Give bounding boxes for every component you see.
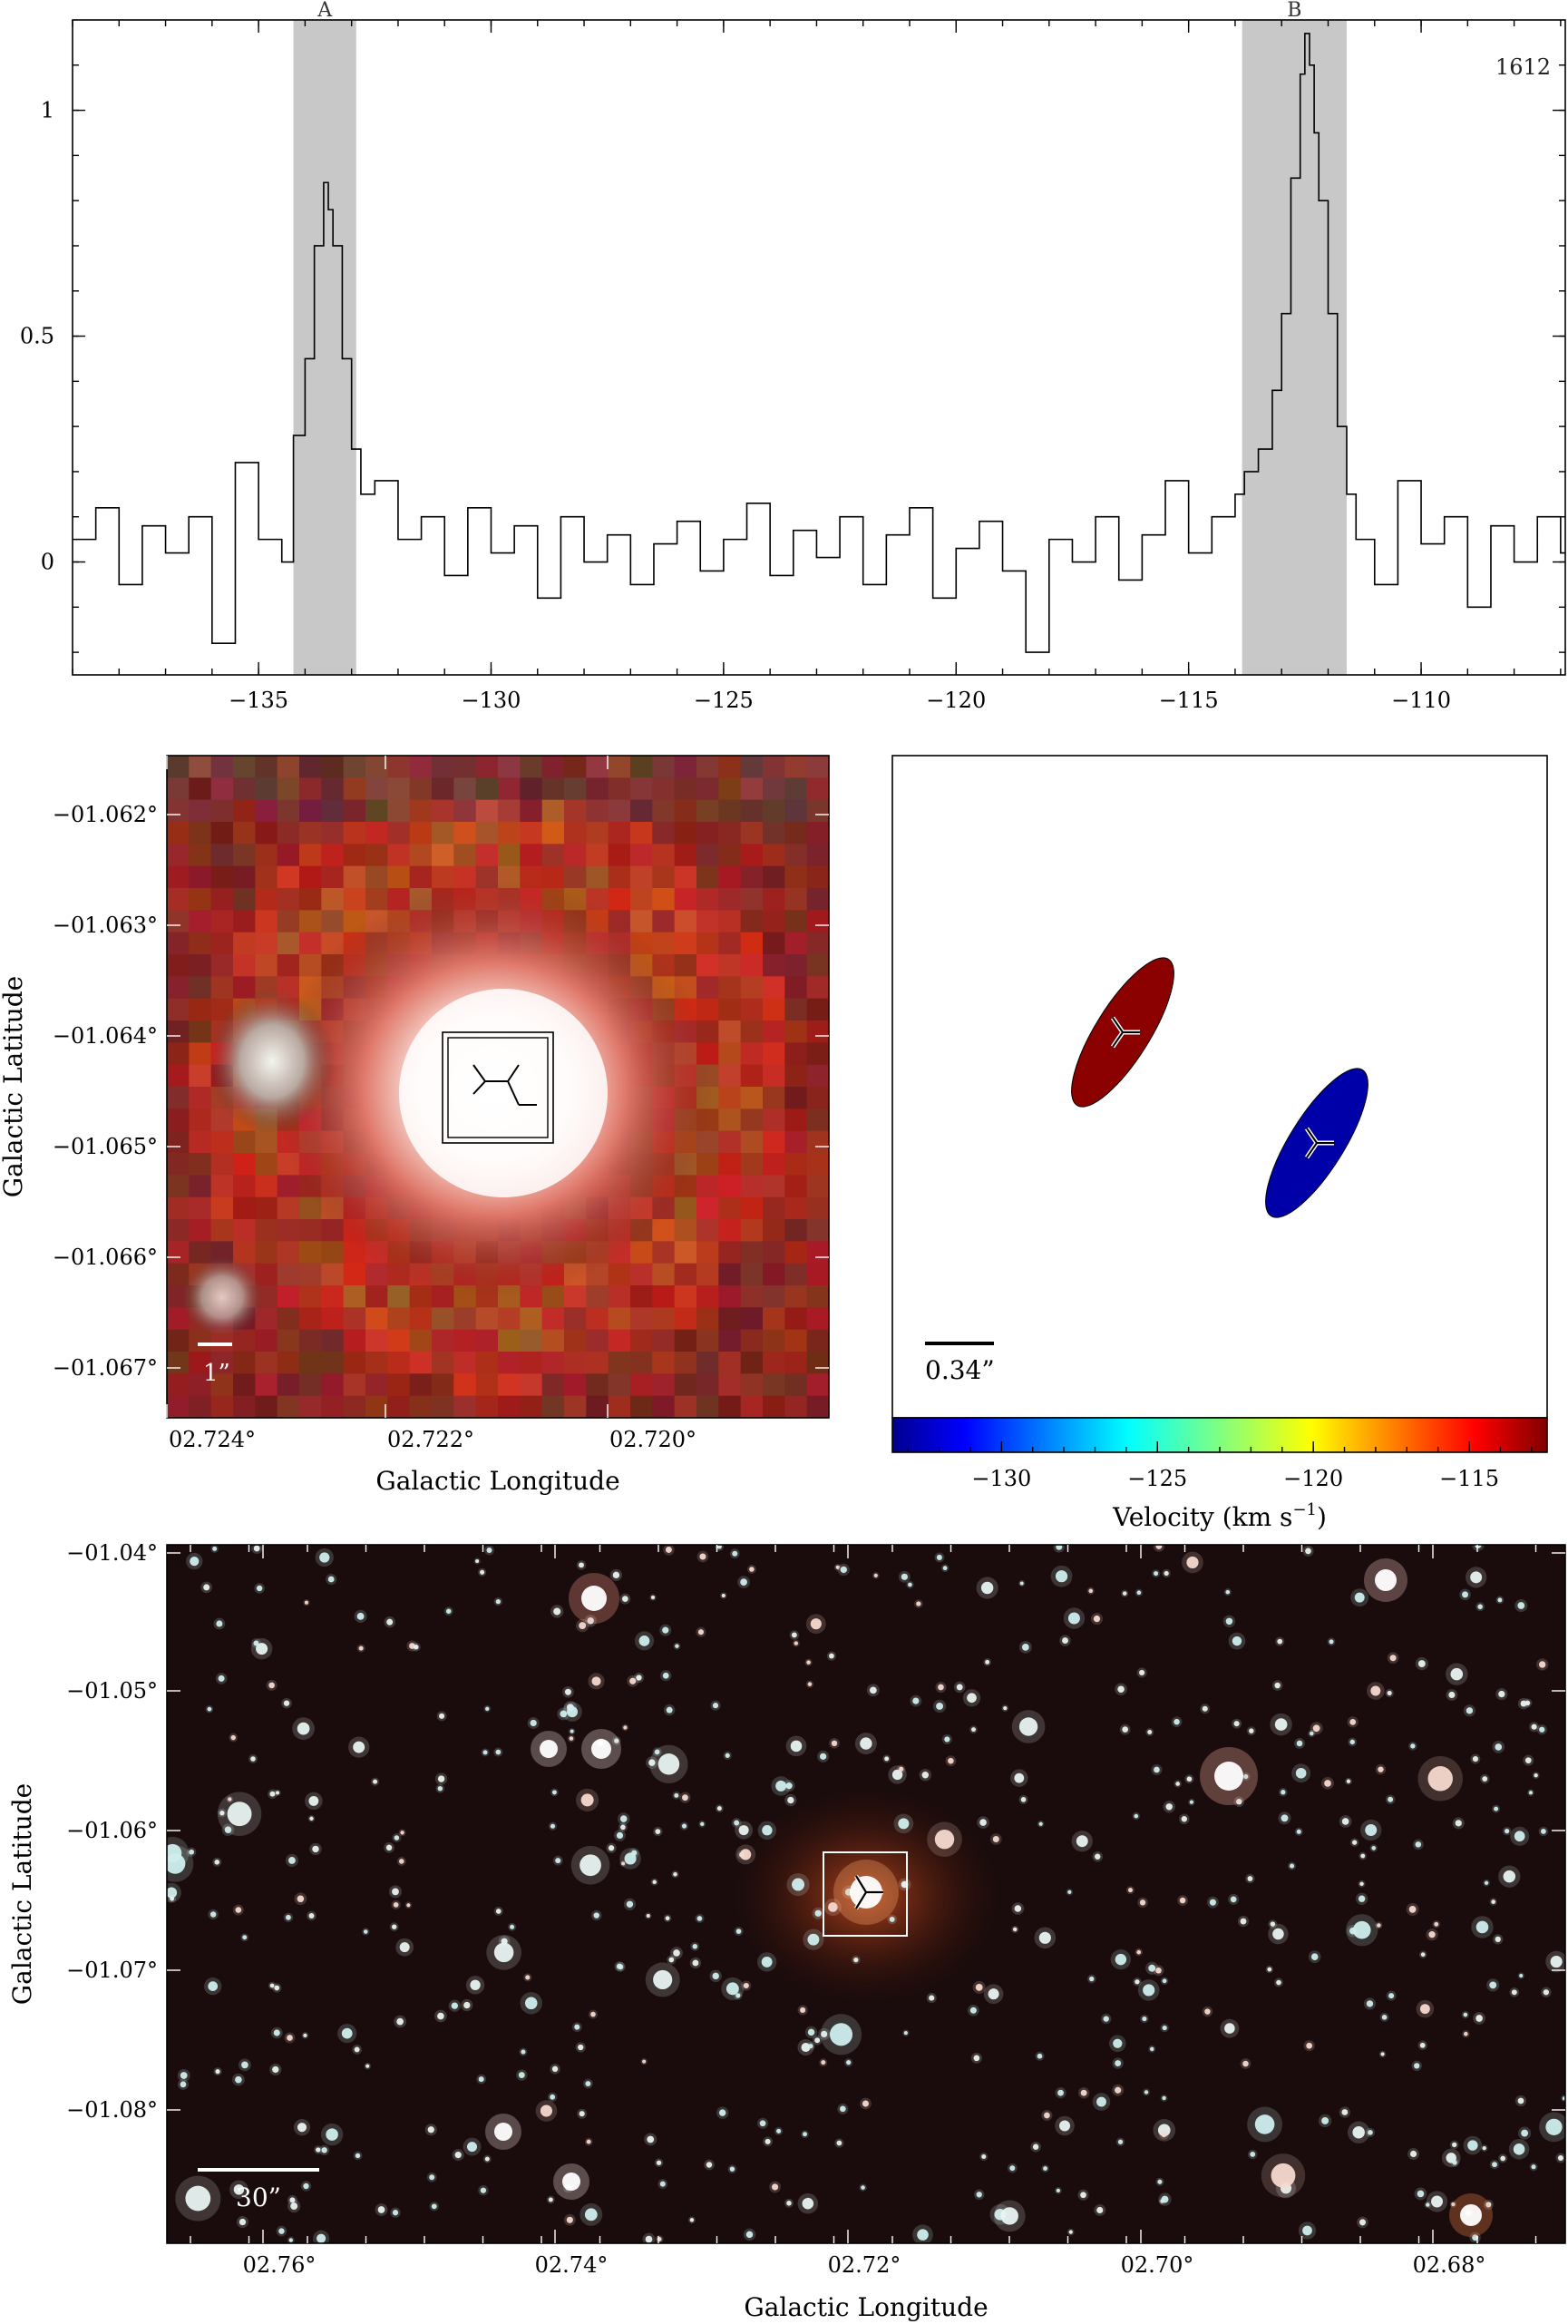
image-x-tick-label: 02.724° [169,1427,256,1452]
spectrum-frame [72,19,1566,676]
wide-x-tick-label: 02.68° [1413,2252,1486,2278]
spectrum-x-tick-label: −120 [926,688,986,713]
wide-x-tick-label: 02.72° [828,2252,901,2278]
wide-y-tick-label: −01.05° [66,1678,158,1704]
spectrum-y-tick-label: 1 [41,98,54,123]
velocity-marker-icon [1110,1016,1140,1049]
image-y-tick-label: −01.065° [53,1134,158,1159]
colorbar-tick-label: −120 [1283,1466,1343,1491]
wide-field-image [167,1545,1565,2243]
colorbar-tick-label: −130 [971,1466,1031,1491]
spectrum-line [73,33,1565,653]
image-y-tick-label: −01.066° [53,1245,158,1270]
wide-field-panel: 30” 02.76° 02.74° 02.72° 02.70° 02.68° −01.0… [7,1540,1566,2322]
spectrum-x-tick-label: −115 [1159,688,1219,713]
shaded-region-a [293,20,356,675]
wide-scale-label: 30” [236,2182,281,2212]
shaded-region-b [1242,20,1347,675]
wide-y-tick-label: −01.08° [66,2097,158,2123]
spectrum-x-tick-label: −110 [1391,688,1451,713]
spectrum-x-tick-label: −135 [229,688,288,713]
image-y-tick-label: −01.064° [53,1023,158,1049]
velocity-frame [891,755,1548,1419]
wide-x-tick-label: 02.70° [1121,2252,1194,2278]
region-label-a: A [317,0,333,22]
wide-y-tick-label: −01.04° [66,1540,158,1566]
colorbar-tick-label: −125 [1127,1466,1187,1491]
wide-y-tick-label: −01.07° [66,1958,158,1983]
frequency-label: 1612 [1495,54,1551,80]
spectrum-y-tick-label: 0 [41,550,54,575]
source-box-inner [447,1037,549,1138]
spectrum-x-tick-label: −125 [694,688,754,713]
wide-marker-icon [855,1875,883,1909]
wide-x-tick-label: 02.74° [535,2252,609,2278]
wide-frame [166,1544,1566,2244]
spectrum-y-tick-label: 0.5 [20,324,54,349]
velocity-scale-label: 0.34” [925,1355,995,1385]
wide-ylabel: Galactic Latitude [7,1783,37,2005]
spectrum-x-tick-label: −130 [462,688,521,713]
source-marker-icon [472,1064,537,1106]
wide-x-tick-label: 02.76° [243,2252,317,2278]
velocity-panel: 0.34” −130 −125 −120 −115 Velocity (km s−1) [891,755,1548,1532]
image-x-tick-label: 02.720° [609,1427,696,1452]
image-ylabel: Galactic Latitude [0,976,28,1197]
wide-xlabel: Galactic Longitude [744,2292,988,2322]
image-y-tick-label: −01.062° [53,802,158,827]
image-pixels [167,756,829,1418]
source-box-outer [442,1031,554,1144]
region-label-b: B [1287,0,1301,22]
colorbar-label: Velocity (km s−1) [1112,1500,1327,1532]
image-frame [166,755,830,1419]
scale-bar-label: 1” [203,1360,230,1387]
colorbar-tick-label: −115 [1439,1466,1499,1491]
spectrum-panel: −135 −130 −125 −120 −115 −110 0 0.5 1 1612 A B [20,0,1566,713]
image-xlabel: Galactic Longitude [375,1466,619,1496]
colorbar [891,1417,1548,1453]
image-y-tick-label: −01.063° [53,913,158,938]
image-panel: 1” 02.724° 02.722° 02.720° −01.062° −01.063… [0,755,830,1496]
image-x-tick-label: 02.722° [387,1427,474,1452]
wide-source-box [823,1851,908,1937]
image-y-tick-label: −01.067° [53,1355,158,1381]
wide-y-tick-label: −01.06° [66,1818,158,1843]
velocity-marker-icon [1304,1127,1334,1159]
